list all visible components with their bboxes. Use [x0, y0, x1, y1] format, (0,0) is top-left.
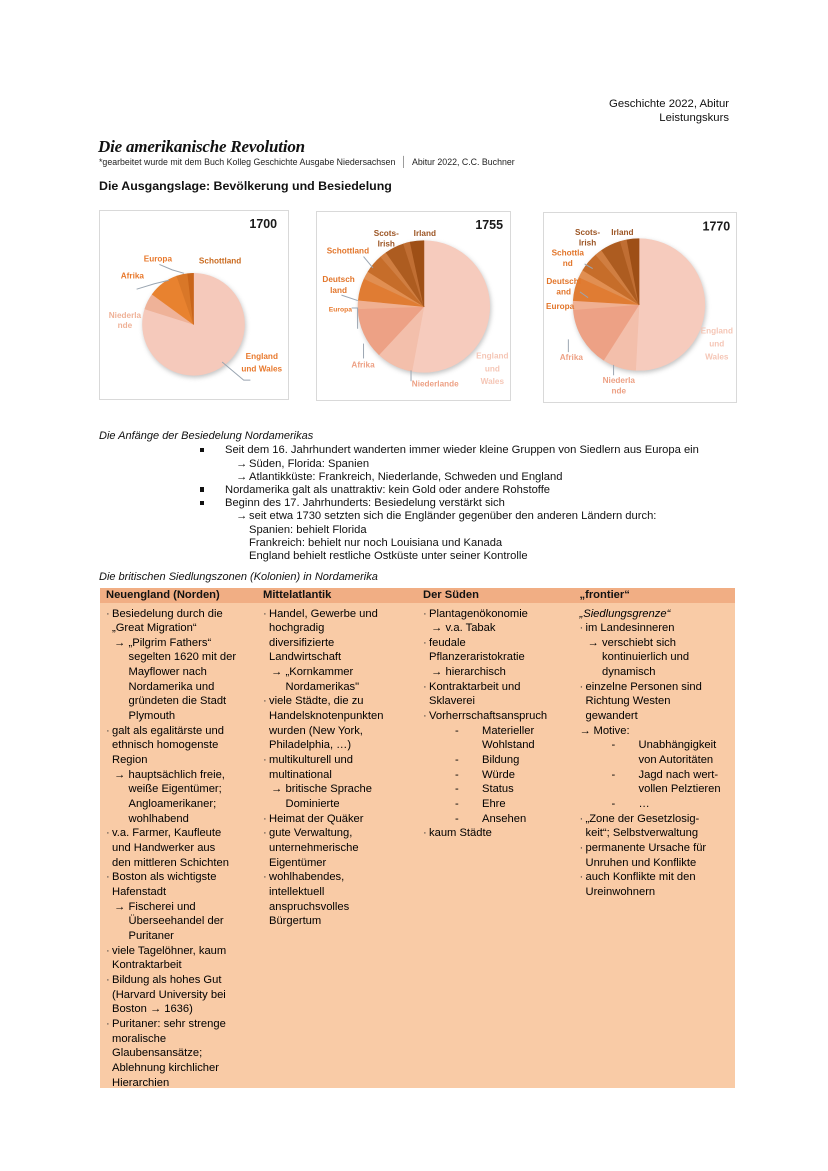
svg-text:Niederla: Niederla — [108, 311, 141, 320]
svg-text:Europa: Europa — [143, 254, 172, 263]
svg-text:Irland: Irland — [611, 228, 633, 237]
svg-text:England: England — [476, 351, 508, 360]
svg-text:Europa: Europa — [329, 306, 352, 313]
svg-text:Afrika: Afrika — [120, 271, 144, 280]
svg-text:Irland: Irland — [414, 229, 436, 238]
svg-text:Afrika: Afrika — [560, 353, 584, 362]
svg-text:Niederlande: Niederlande — [412, 380, 459, 389]
svg-text:Niederla: Niederla — [603, 376, 636, 385]
svg-text:Scots-: Scots- — [374, 229, 399, 238]
svg-text:Schottland: Schottland — [327, 246, 369, 255]
svg-text:Scots-: Scots- — [575, 228, 600, 237]
svg-text:und: und — [485, 364, 500, 373]
svg-text:1700: 1700 — [249, 217, 277, 231]
svg-text:Wales: Wales — [481, 377, 505, 386]
svg-text:und Wales: und Wales — [241, 365, 282, 374]
svg-text:Deutschl: Deutschl — [546, 277, 581, 286]
svg-text:Irish: Irish — [579, 239, 596, 248]
svg-text:land: land — [330, 286, 347, 295]
svg-text:nd: nd — [563, 259, 573, 268]
svg-text:1770: 1770 — [703, 219, 731, 233]
svg-text:England: England — [701, 327, 733, 336]
svg-text:nde: nde — [612, 387, 627, 396]
svg-text:Wales: Wales — [705, 352, 729, 361]
svg-text:und: und — [709, 340, 724, 349]
svg-text:1755: 1755 — [475, 218, 503, 232]
svg-text:Schottland: Schottland — [198, 256, 240, 265]
svg-text:England: England — [245, 352, 277, 361]
svg-text:Deutsch: Deutsch — [322, 275, 354, 284]
svg-text:Europa: Europa — [546, 302, 575, 311]
svg-text:Irish: Irish — [378, 240, 395, 249]
svg-text:Afrika: Afrika — [351, 360, 375, 369]
svg-text:and: and — [556, 288, 571, 297]
svg-text:Schottla: Schottla — [552, 249, 585, 258]
svg-text:nde: nde — [117, 321, 132, 330]
